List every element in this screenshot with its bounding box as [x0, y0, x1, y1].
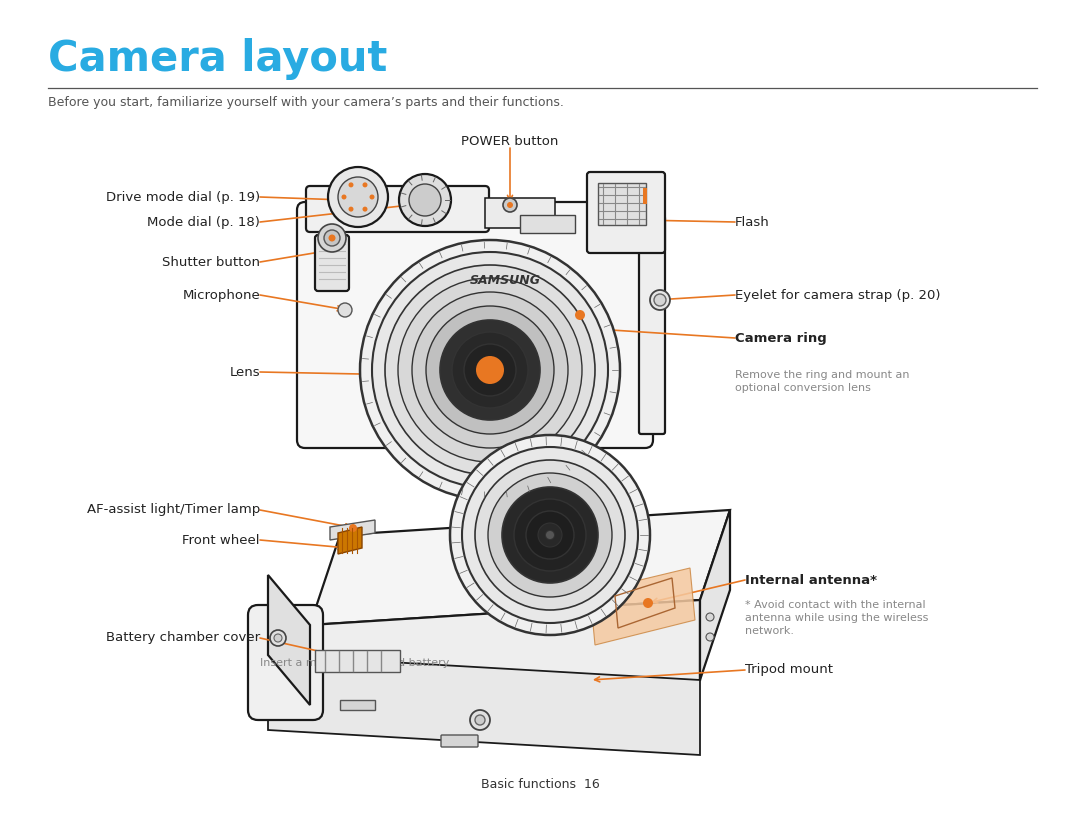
Circle shape — [464, 344, 516, 396]
Circle shape — [399, 278, 582, 462]
Circle shape — [411, 292, 568, 448]
Text: Internal antenna*: Internal antenna* — [745, 574, 877, 587]
Circle shape — [450, 435, 650, 635]
Polygon shape — [590, 568, 696, 645]
Circle shape — [349, 207, 353, 212]
FancyBboxPatch shape — [297, 202, 653, 448]
Bar — [643, 188, 647, 204]
Text: Drive mode dial (p. 19): Drive mode dial (p. 19) — [106, 191, 260, 204]
FancyBboxPatch shape — [248, 605, 323, 720]
Polygon shape — [485, 198, 555, 228]
Circle shape — [643, 598, 653, 608]
Circle shape — [706, 613, 714, 621]
Circle shape — [650, 290, 670, 310]
Polygon shape — [310, 510, 730, 625]
Text: Eyelet for camera strap (p. 20): Eyelet for camera strap (p. 20) — [735, 289, 941, 302]
Circle shape — [318, 224, 346, 252]
Circle shape — [328, 235, 336, 241]
FancyBboxPatch shape — [306, 186, 489, 232]
Circle shape — [363, 207, 367, 212]
Circle shape — [360, 240, 620, 500]
Circle shape — [369, 195, 375, 200]
Circle shape — [274, 634, 282, 642]
Text: Tripod mount: Tripod mount — [745, 663, 833, 676]
Text: Flash: Flash — [735, 215, 770, 228]
Circle shape — [706, 633, 714, 641]
Circle shape — [545, 530, 555, 540]
Text: Microphone: Microphone — [183, 289, 260, 302]
Circle shape — [409, 184, 441, 216]
Bar — [519, 215, 575, 233]
Circle shape — [338, 303, 352, 317]
Circle shape — [324, 230, 340, 246]
Circle shape — [384, 265, 595, 475]
Text: Battery chamber cover: Battery chamber cover — [106, 632, 260, 645]
Text: Lens: Lens — [229, 365, 260, 378]
Text: Shutter button: Shutter button — [162, 255, 260, 268]
Text: Camera ring: Camera ring — [735, 332, 827, 345]
Circle shape — [546, 531, 554, 539]
Circle shape — [328, 167, 388, 227]
Circle shape — [538, 523, 562, 547]
Circle shape — [654, 294, 666, 306]
Polygon shape — [330, 520, 375, 540]
Circle shape — [488, 473, 612, 597]
Text: Before you start, familiarize yourself with your camera’s parts and their functi: Before you start, familiarize yourself w… — [48, 96, 564, 109]
Circle shape — [341, 195, 347, 200]
Circle shape — [349, 524, 357, 532]
Circle shape — [476, 356, 504, 384]
Circle shape — [349, 183, 353, 187]
Text: Remove the ring and mount an
optional conversion lens: Remove the ring and mount an optional co… — [735, 370, 909, 393]
FancyBboxPatch shape — [639, 216, 665, 434]
Circle shape — [507, 202, 513, 208]
Circle shape — [462, 447, 638, 623]
Text: AF-assist light/Timer lamp: AF-assist light/Timer lamp — [86, 504, 260, 517]
Polygon shape — [700, 510, 730, 680]
Circle shape — [526, 511, 573, 559]
Circle shape — [363, 183, 367, 187]
Circle shape — [270, 630, 286, 646]
Circle shape — [338, 177, 378, 217]
Text: SAMSUNG: SAMSUNG — [470, 274, 540, 287]
Text: Mode dial (p. 18): Mode dial (p. 18) — [147, 215, 260, 228]
Text: Insert a memory card and battery: Insert a memory card and battery — [260, 658, 449, 668]
Bar — [598, 183, 646, 225]
Circle shape — [470, 710, 490, 730]
Polygon shape — [268, 655, 700, 755]
Polygon shape — [310, 600, 700, 705]
Circle shape — [503, 198, 517, 212]
Polygon shape — [268, 575, 310, 705]
Circle shape — [372, 252, 608, 488]
Bar — [340, 700, 375, 710]
Circle shape — [475, 715, 485, 725]
Circle shape — [485, 365, 495, 375]
Text: * Avoid contact with the internal
antenna while using the wireless
network.: * Avoid contact with the internal antenn… — [745, 600, 929, 637]
FancyBboxPatch shape — [441, 735, 478, 747]
Polygon shape — [315, 650, 400, 672]
Circle shape — [514, 499, 586, 571]
Text: Camera layout: Camera layout — [48, 38, 388, 80]
Text: POWER button: POWER button — [461, 135, 558, 148]
Circle shape — [502, 487, 598, 583]
Circle shape — [399, 174, 451, 226]
Text: Front wheel: Front wheel — [183, 534, 260, 547]
Circle shape — [575, 310, 585, 320]
FancyBboxPatch shape — [588, 172, 665, 253]
Polygon shape — [338, 527, 362, 554]
Text: Basic functions  16: Basic functions 16 — [481, 778, 599, 791]
Circle shape — [453, 332, 528, 408]
Circle shape — [475, 460, 625, 610]
Circle shape — [440, 320, 540, 420]
Circle shape — [426, 306, 554, 434]
FancyBboxPatch shape — [315, 235, 349, 291]
